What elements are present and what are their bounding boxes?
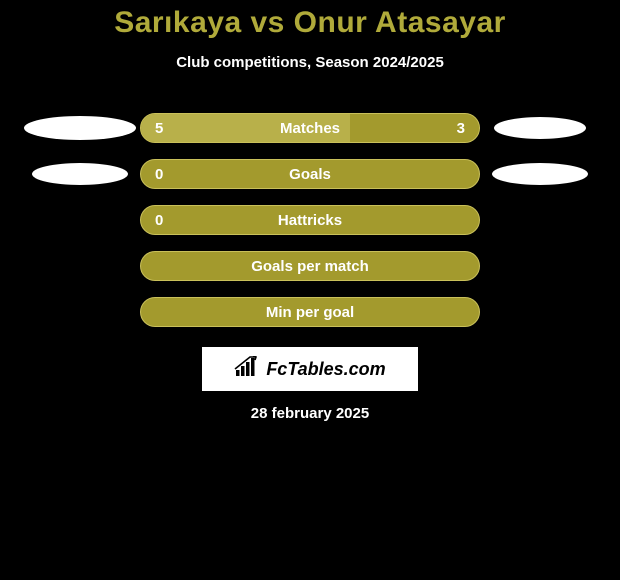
- stat-row: Min per goal: [0, 297, 620, 327]
- stat-bar: Min per goal: [140, 297, 480, 327]
- stat-row: Goals 0: [0, 159, 620, 189]
- left-player-indicator: [20, 116, 140, 140]
- stat-label: Hattricks: [278, 212, 342, 229]
- ellipse-icon: [32, 163, 128, 185]
- stat-label: Goals per match: [251, 258, 369, 275]
- stat-row: Goals per match: [0, 251, 620, 281]
- stat-value-left: 0: [155, 212, 163, 229]
- stat-row: Hattricks 0: [0, 205, 620, 235]
- stat-bar: Hattricks 0: [140, 205, 480, 235]
- comparison-subtitle: Club competitions, Season 2024/2025: [0, 54, 620, 71]
- stat-bar: Matches 5 3: [140, 113, 480, 143]
- chart-icon: [234, 356, 260, 383]
- right-player-indicator: [480, 163, 600, 185]
- stat-value-left: 5: [155, 120, 163, 137]
- stat-label: Goals: [289, 166, 331, 183]
- comparison-title: Sarıkaya vs Onur Atasayar: [0, 6, 620, 40]
- stat-rows: Matches 5 3 Goals 0 Hattricks 0 Goals per match…: [0, 113, 620, 327]
- ellipse-icon: [494, 117, 586, 139]
- brand-logo: FcTables.com: [202, 347, 418, 391]
- stat-label: Min per goal: [266, 304, 354, 321]
- brand-text: FcTables.com: [266, 359, 385, 380]
- stat-value-left: 0: [155, 166, 163, 183]
- stat-row: Matches 5 3: [0, 113, 620, 143]
- snapshot-date: 28 february 2025: [0, 405, 620, 422]
- left-player-indicator: [20, 163, 140, 185]
- stat-bar: Goals per match: [140, 251, 480, 281]
- right-player-indicator: [480, 117, 600, 139]
- stat-label: Matches: [280, 120, 340, 137]
- stat-bar: Goals 0: [140, 159, 480, 189]
- player-comparison-panel: Sarıkaya vs Onur Atasayar Club competiti…: [0, 0, 620, 422]
- ellipse-icon: [24, 116, 136, 140]
- ellipse-icon: [492, 163, 588, 185]
- stat-value-right: 3: [457, 120, 465, 137]
